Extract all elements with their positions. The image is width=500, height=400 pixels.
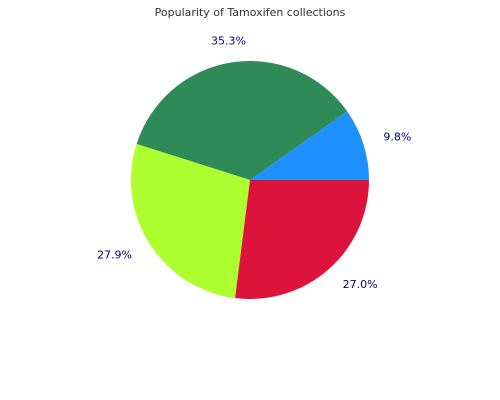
pie-slice: [250, 111, 369, 180]
pie-slice: [235, 180, 369, 299]
data-label: 27.0%: [343, 278, 378, 291]
chart-title: Popularity of Tamoxifen collections: [155, 6, 346, 19]
data-label: 35.3%: [211, 35, 246, 48]
data-label: 9.8%: [383, 131, 411, 144]
pie-slice: [130, 143, 250, 299]
pie-slice: [136, 60, 348, 181]
data-label: 27.9%: [97, 248, 132, 261]
